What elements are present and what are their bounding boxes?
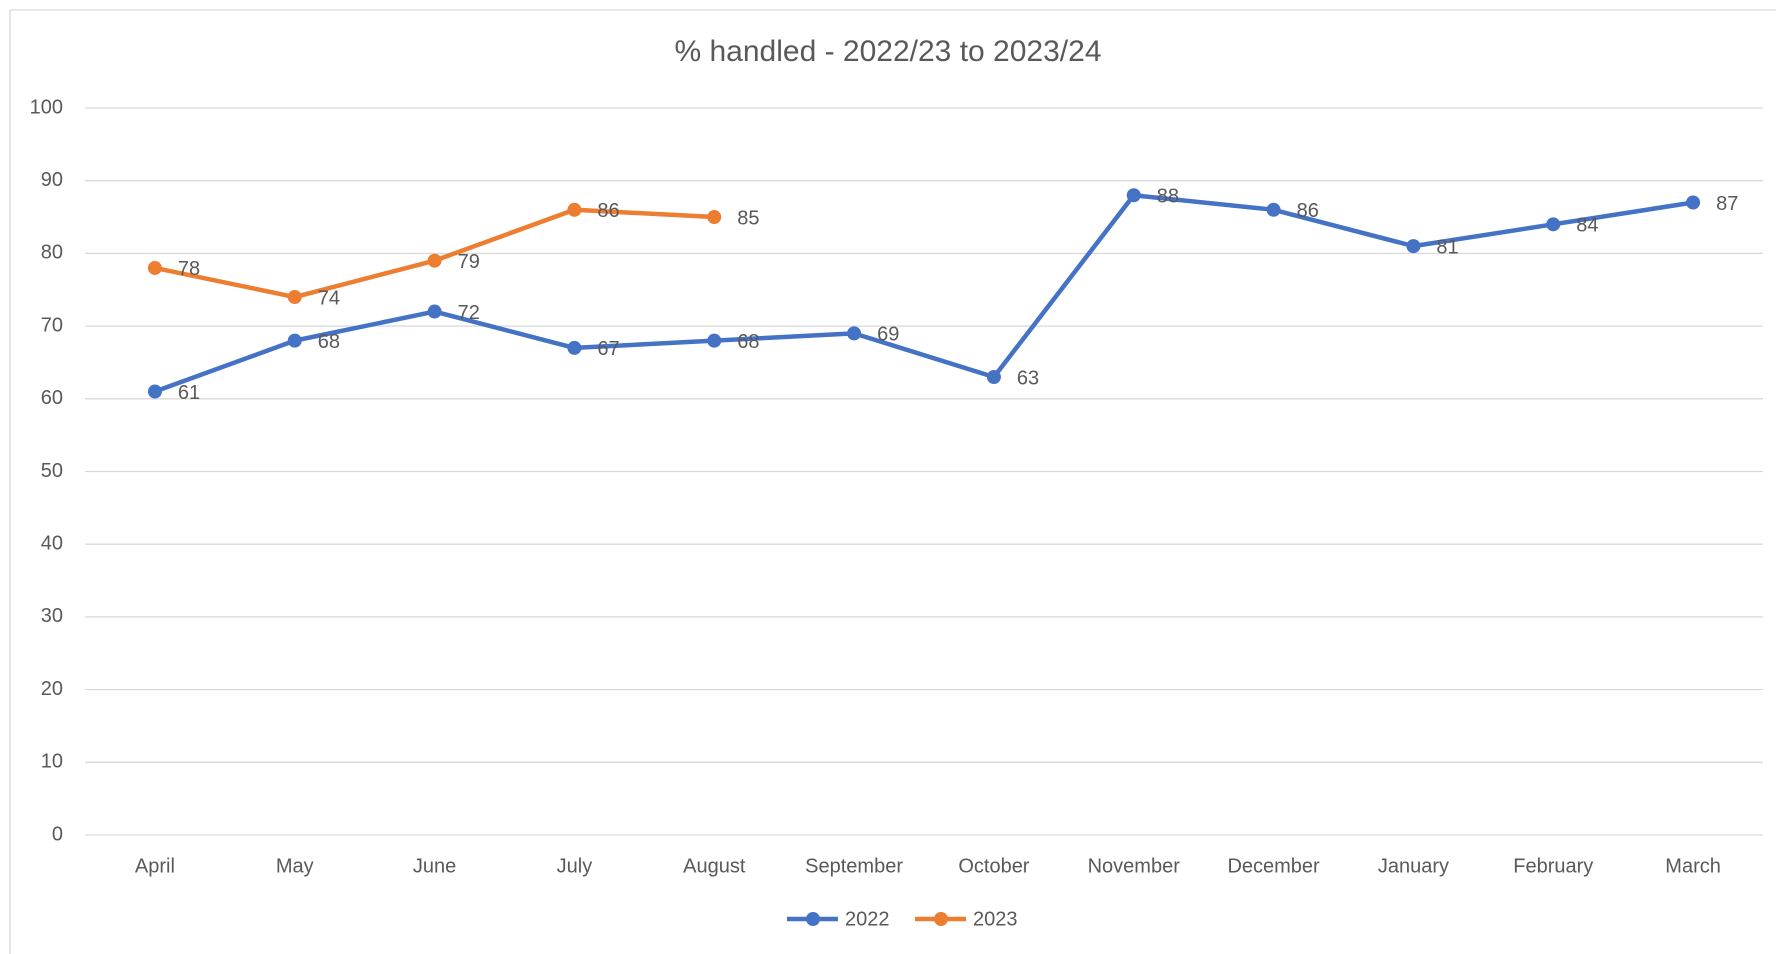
data-point (1126, 188, 1141, 203)
x-tick-label: February (1513, 855, 1593, 877)
x-tick-label: January (1378, 855, 1449, 877)
data-label: 68 (737, 331, 759, 353)
y-tick-label: 100 (30, 96, 63, 118)
x-tick-label: May (276, 855, 314, 877)
data-label: 86 (597, 200, 619, 222)
legend-label: 2022 (845, 908, 890, 930)
data-label: 86 (1297, 200, 1319, 222)
y-tick-label: 40 (41, 532, 63, 554)
x-tick-label: August (683, 855, 746, 877)
series-line (152, 192, 1696, 394)
data-point (1686, 195, 1701, 210)
data-label: 74 (318, 287, 340, 309)
x-tick-label: March (1665, 855, 1721, 877)
data-label: 67 (597, 338, 619, 360)
data-label: 72 (458, 302, 480, 324)
data-point (1266, 202, 1281, 217)
data-label: 84 (1576, 215, 1598, 237)
y-tick-label: 50 (41, 460, 63, 482)
legend-marker (934, 912, 948, 926)
x-tick-label: October (958, 855, 1029, 877)
data-point (567, 202, 582, 217)
data-point (427, 304, 442, 319)
y-tick-label: 60 (41, 387, 63, 409)
y-tick-label: 70 (41, 314, 63, 336)
data-point (847, 326, 862, 341)
data-point (707, 210, 722, 225)
x-tick-label: April (135, 855, 175, 877)
data-point (567, 340, 582, 355)
x-tick-label: November (1088, 855, 1181, 877)
data-point (1546, 217, 1561, 232)
data-label: 88 (1157, 186, 1179, 208)
y-tick-label: 10 (41, 751, 63, 773)
data-label: 68 (318, 331, 340, 353)
y-tick-label: 0 (52, 823, 63, 845)
data-point (147, 384, 162, 399)
data-point (147, 260, 162, 275)
data-point (1406, 239, 1421, 254)
data-label: 61 (178, 382, 200, 404)
data-label: 85 (737, 207, 759, 229)
data-label: 87 (1716, 193, 1738, 215)
data-label: 81 (1436, 236, 1458, 258)
data-point (986, 369, 1001, 384)
y-tick-label: 80 (41, 242, 63, 264)
legend-marker (806, 912, 820, 926)
x-tick-label: June (413, 855, 456, 877)
x-tick-label: July (557, 855, 593, 877)
data-label: 78 (178, 258, 200, 280)
chart-title: % handled - 2022/23 to 2023/24 (674, 35, 1101, 68)
data-point (287, 290, 302, 305)
legend-label: 2023 (973, 908, 1018, 930)
y-tick-label: 90 (41, 169, 63, 191)
x-tick-label: December (1227, 855, 1320, 877)
data-point (707, 333, 722, 348)
x-tick-label: September (805, 855, 903, 877)
data-point (427, 253, 442, 268)
data-label: 79 (458, 251, 480, 273)
data-label: 63 (1017, 367, 1039, 389)
y-tick-label: 20 (41, 678, 63, 700)
data-label: 69 (877, 324, 899, 346)
data-point (287, 333, 302, 348)
y-tick-label: 30 (41, 605, 63, 627)
